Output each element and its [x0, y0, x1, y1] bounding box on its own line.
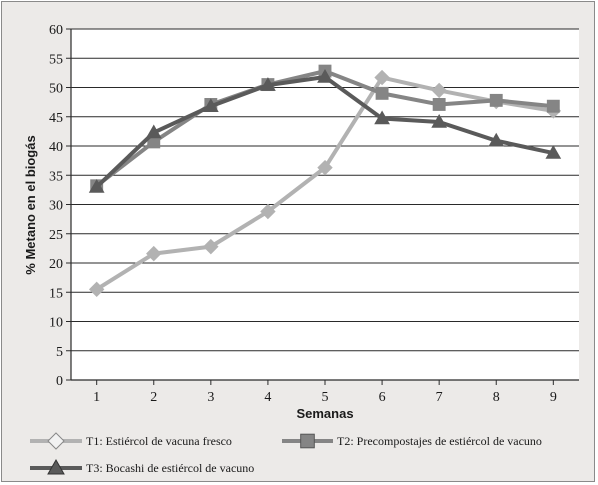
- y-tick-label: 15: [49, 286, 63, 301]
- y-tick-labels: 0 5 10 15 20 25 30 35 40 45 50 55 60: [49, 23, 63, 389]
- data-point: [145, 124, 162, 139]
- data-point: [260, 77, 276, 91]
- legend-marker: [47, 458, 65, 475]
- y-tick-label: 50: [49, 82, 63, 97]
- data-point: [202, 98, 219, 112]
- y-tick-label: 10: [49, 316, 63, 331]
- x-tick-label: 6: [379, 390, 386, 405]
- data-point: [489, 93, 503, 107]
- data-point: [374, 110, 390, 125]
- data-point: [375, 86, 389, 100]
- x-tick-label: 1: [93, 390, 100, 405]
- legend-label: T2: Precompostajes de estiércol de vacun…: [337, 434, 542, 448]
- data-point: [488, 132, 505, 147]
- x-tick-label: 5: [322, 390, 329, 405]
- x-tick-label: 2: [150, 390, 157, 405]
- legend-item-1: T1: Estiércol de vacuna fresco: [30, 432, 232, 450]
- legend-label: T3: Bocashi de estiércol de vacuno: [86, 461, 254, 475]
- data-point: [317, 159, 333, 176]
- legend-item-3: T3: Bocashi de estiércol de vacuno: [30, 458, 254, 475]
- y-tick-label: 55: [49, 52, 63, 67]
- x-tick-label: 3: [207, 390, 214, 405]
- y-tick-label: 25: [49, 228, 63, 243]
- series-3: [88, 68, 562, 193]
- y-tick-label: 30: [49, 199, 63, 214]
- series-1: [88, 69, 562, 298]
- legend-item-2: T2: Precompostajes de estiércol de vacun…: [282, 433, 542, 449]
- x-axis-title: Semanas: [296, 406, 353, 421]
- y-tick-label: 0: [56, 374, 63, 389]
- legend-marker: [300, 433, 315, 449]
- y-tick-label: 40: [49, 140, 63, 155]
- y-tick-label: 20: [49, 257, 63, 272]
- y-tick-label: 60: [49, 23, 63, 38]
- x-tick-label: 8: [493, 390, 500, 405]
- x-tick-label: 9: [550, 390, 557, 405]
- series-group: [88, 64, 562, 298]
- x-tick-labels: 1 2 3 4 5 6 7 8 9: [93, 380, 557, 405]
- data-point: [431, 114, 448, 128]
- legend-marker: [47, 432, 65, 450]
- data-point: [317, 68, 333, 83]
- y-tick-label: 45: [49, 111, 63, 126]
- data-point: [88, 281, 105, 298]
- x-tick-label: 7: [436, 390, 443, 405]
- data-point: [432, 98, 446, 111]
- data-point: [260, 203, 276, 220]
- legend-label: T1: Estiércol de vacuna fresco: [86, 434, 232, 448]
- legend: T1: Estiércol de vacuna fresco T2: Precom…: [30, 432, 542, 475]
- data-point: [88, 178, 105, 193]
- data-point: [431, 82, 447, 99]
- y-tick-label: 35: [49, 169, 63, 184]
- data-point: [546, 99, 560, 113]
- y-axis-title: % Metano en el biogás: [23, 135, 38, 274]
- data-point: [545, 145, 562, 159]
- data-point: [146, 245, 162, 262]
- x-tick-label: 4: [264, 390, 271, 405]
- data-point: [374, 69, 390, 86]
- data-point: [203, 238, 219, 255]
- y-tick-label: 5: [56, 345, 63, 360]
